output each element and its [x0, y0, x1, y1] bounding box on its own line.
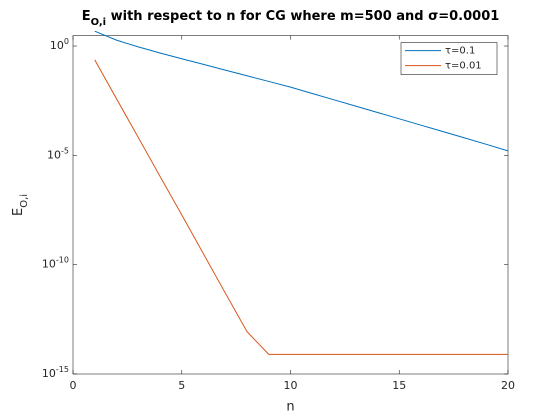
- x-tick-label: 10: [284, 379, 298, 392]
- tick-base: 10: [42, 258, 56, 271]
- tick-exponent: 0: [64, 37, 69, 46]
- legend-label: τ=0.01: [445, 61, 482, 72]
- x-axis-label: n: [286, 400, 294, 415]
- title-part: O,i: [91, 17, 107, 28]
- y-tick-label: 100: [50, 37, 69, 53]
- y-tick-label: 10-5: [47, 146, 69, 162]
- x-tick-label: 0: [70, 379, 77, 392]
- y-label-part: O,i: [19, 194, 30, 208]
- chart-title: EO,i with respect to n for CG where m=50…: [82, 9, 500, 28]
- y-label-part: E: [11, 208, 26, 216]
- title-part: E: [82, 9, 91, 24]
- y-tick-label: 10-10: [42, 255, 69, 271]
- x-tick-label: 20: [501, 379, 515, 392]
- series-line: [94, 59, 508, 355]
- tick-exponent: -15: [56, 365, 69, 374]
- legend-box: [400, 42, 498, 75]
- y-axis-label: EO,i: [11, 194, 30, 216]
- tick-base: 10: [42, 367, 56, 380]
- tick-exponent: -10: [56, 255, 69, 264]
- x-tick-label: 5: [178, 379, 185, 392]
- series-line: [94, 30, 509, 152]
- title-part: with respect to n for CG where m=500 and…: [106, 9, 499, 24]
- legend-label: τ=0.1: [445, 46, 475, 57]
- tick-base: 10: [50, 39, 64, 52]
- tick-exponent: -5: [61, 146, 69, 155]
- y-tick-label: 10-15: [42, 365, 69, 381]
- plot-area: [72, 35, 509, 375]
- x-tick-label: 15: [392, 379, 406, 392]
- tick-base: 10: [47, 148, 61, 161]
